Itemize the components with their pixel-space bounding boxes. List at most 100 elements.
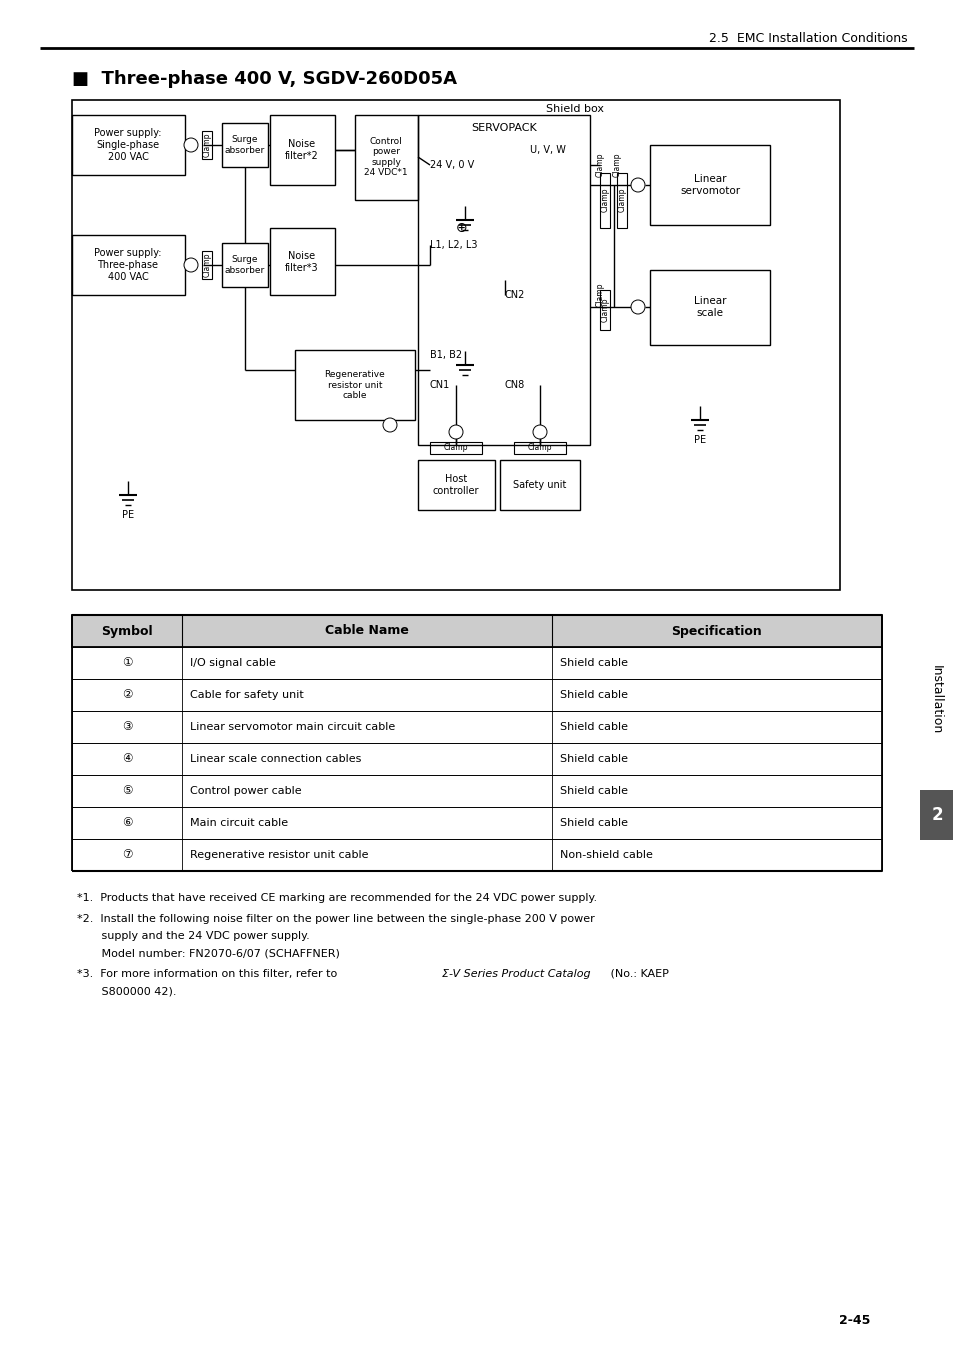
Text: ⑥: ⑥ — [122, 817, 132, 830]
Text: 24 V, 0 V: 24 V, 0 V — [430, 160, 474, 170]
Text: L1, L2, L3: L1, L2, L3 — [430, 241, 477, 250]
Text: Safety unit: Safety unit — [513, 480, 566, 489]
Text: Linear scale connection cables: Linear scale connection cables — [190, 754, 361, 764]
Bar — [71, 648, 882, 679]
Bar — [499, 460, 579, 510]
Text: Cable Name: Cable Name — [325, 625, 409, 638]
Text: *1.  Products that have received CE marking are recommended for the 24 VDC power: *1. Products that have received CE marki… — [77, 894, 597, 903]
Circle shape — [630, 300, 644, 314]
Bar — [71, 711, 882, 744]
Text: Clamp: Clamp — [527, 443, 552, 453]
Text: ③: ③ — [122, 721, 132, 734]
Text: ④: ④ — [634, 303, 641, 311]
Text: Model number: FN2070-6/07 (SCHAFFNER): Model number: FN2070-6/07 (SCHAFFNER) — [77, 948, 339, 959]
Text: ⑥: ⑥ — [187, 261, 194, 269]
Bar — [71, 235, 185, 295]
Text: S800000 42).: S800000 42). — [77, 986, 176, 996]
Text: *2.  Install the following noise filter on the power line between the single-pha: *2. Install the following noise filter o… — [77, 914, 594, 923]
Text: PE: PE — [693, 435, 705, 445]
Bar — [202, 131, 212, 160]
Circle shape — [449, 425, 462, 439]
Bar — [71, 115, 185, 174]
Bar — [599, 173, 609, 227]
Text: Linear
servomotor: Linear servomotor — [679, 174, 740, 196]
Text: CN8: CN8 — [504, 380, 525, 389]
Text: Clamp: Clamp — [595, 283, 604, 307]
Text: *3.  For more information on this filter, refer to: *3. For more information on this filter,… — [77, 969, 340, 979]
Text: ①: ① — [452, 427, 459, 437]
Text: Clamp: Clamp — [599, 188, 609, 212]
Bar — [294, 350, 415, 420]
Bar — [599, 289, 609, 330]
Text: Clamp: Clamp — [443, 443, 468, 453]
Text: ⑤: ⑤ — [122, 784, 132, 798]
Text: ②: ② — [536, 427, 543, 437]
Text: PE: PE — [122, 510, 134, 521]
Text: B1, B2: B1, B2 — [430, 350, 461, 360]
Text: ①: ① — [122, 657, 132, 669]
Text: ■  Three-phase 400 V, SGDV-260D05A: ■ Three-phase 400 V, SGDV-260D05A — [71, 70, 456, 88]
Text: I/O signal cable: I/O signal cable — [190, 658, 275, 668]
Text: Shield cable: Shield cable — [559, 786, 627, 796]
Bar — [919, 790, 953, 840]
Text: Clamp: Clamp — [202, 253, 212, 277]
Bar — [222, 123, 268, 168]
Text: Installation: Installation — [928, 665, 942, 734]
Text: ⊕: ⊕ — [456, 220, 467, 235]
Text: Noise
filter*3: Noise filter*3 — [285, 251, 318, 273]
Bar — [649, 145, 769, 224]
Text: CN2: CN2 — [504, 289, 525, 300]
Bar — [71, 807, 882, 840]
Text: 2.5  EMC Installation Conditions: 2.5 EMC Installation Conditions — [709, 31, 907, 45]
Bar — [71, 100, 840, 589]
Text: Shield cable: Shield cable — [559, 658, 627, 668]
Text: Shield cable: Shield cable — [559, 818, 627, 827]
Text: 2: 2 — [930, 806, 942, 823]
Text: Power supply:
Three-phase
400 VAC: Power supply: Three-phase 400 VAC — [94, 249, 162, 281]
Text: Host
controller: Host controller — [433, 475, 478, 496]
Text: Shield cable: Shield cable — [559, 754, 627, 764]
Text: ②: ② — [122, 688, 132, 702]
Bar — [514, 442, 565, 454]
Bar — [649, 270, 769, 345]
Text: Control
power
supply
24 VDC*1: Control power supply 24 VDC*1 — [364, 137, 407, 177]
Text: ⑤: ⑤ — [187, 141, 194, 150]
Bar — [71, 775, 882, 807]
Text: Non-shield cable: Non-shield cable — [559, 850, 652, 860]
Text: Clamp: Clamp — [612, 153, 620, 177]
Text: Main circuit cable: Main circuit cable — [190, 818, 288, 827]
Text: Shield cable: Shield cable — [559, 722, 627, 731]
Bar — [270, 228, 335, 295]
Text: Σ-V Series Product Catalog: Σ-V Series Product Catalog — [441, 969, 590, 979]
Text: Specification: Specification — [671, 625, 761, 638]
Text: Linear servomotor main circuit cable: Linear servomotor main circuit cable — [190, 722, 395, 731]
Text: Linear
scale: Linear scale — [693, 296, 725, 318]
Circle shape — [184, 138, 198, 151]
Text: (No.: KAEP: (No.: KAEP — [606, 969, 668, 979]
Text: Clamp: Clamp — [599, 297, 609, 322]
Circle shape — [184, 258, 198, 272]
Text: Control power cable: Control power cable — [190, 786, 301, 796]
Bar — [270, 115, 335, 185]
Bar — [71, 840, 882, 871]
Text: Clamp: Clamp — [202, 132, 212, 157]
Text: Clamp: Clamp — [617, 188, 626, 212]
Text: Cable for safety unit: Cable for safety unit — [190, 690, 303, 700]
Bar — [71, 615, 882, 648]
Bar — [430, 442, 481, 454]
Text: U, V, W: U, V, W — [530, 145, 565, 155]
Text: Power supply:
Single-phase
200 VAC: Power supply: Single-phase 200 VAC — [94, 128, 162, 162]
Bar — [355, 115, 417, 200]
Circle shape — [630, 178, 644, 192]
Text: Shield box: Shield box — [545, 104, 603, 114]
Text: ③: ③ — [634, 181, 641, 189]
Bar — [617, 173, 626, 227]
Text: ⑦: ⑦ — [122, 849, 132, 861]
Bar — [71, 679, 882, 711]
Text: Surge
absorber: Surge absorber — [225, 256, 265, 274]
Circle shape — [382, 418, 396, 433]
Text: supply and the 24 VDC power supply.: supply and the 24 VDC power supply. — [77, 932, 310, 941]
Circle shape — [533, 425, 546, 439]
Text: Clamp: Clamp — [595, 153, 604, 177]
Text: ⑦: ⑦ — [386, 420, 394, 430]
